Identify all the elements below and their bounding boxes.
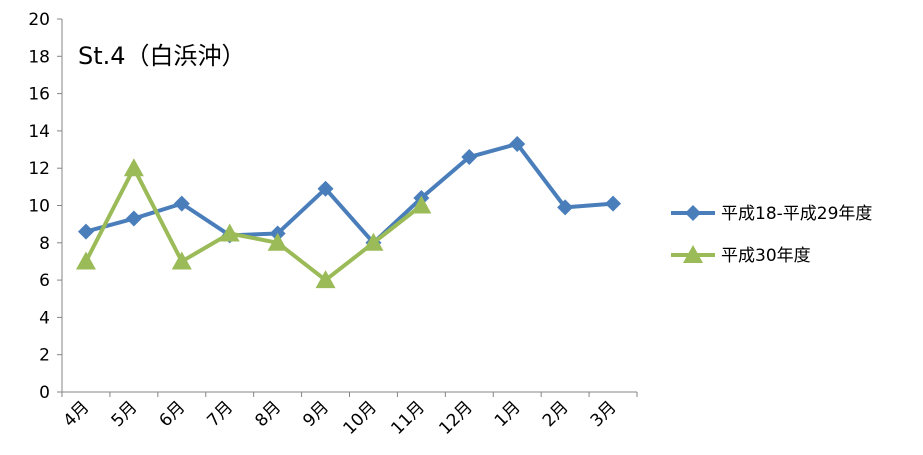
- x-tick-label: 2月: [539, 397, 573, 431]
- legend-label: 平成18-平成29年度: [721, 204, 872, 224]
- x-tick-label: 7月: [203, 397, 237, 431]
- data-point-triangle: [75, 251, 96, 270]
- y-tick-label: 14: [28, 122, 50, 142]
- data-point-diamond: [317, 180, 334, 197]
- data-point-triangle: [171, 251, 192, 270]
- legend-item: 平成30年度: [671, 245, 811, 266]
- data-point-diamond: [605, 195, 622, 212]
- y-tick-label: 4: [39, 308, 50, 328]
- data-point-triangle: [219, 223, 240, 242]
- y-tick-label: 2: [39, 346, 50, 366]
- x-tick-label: 12月: [435, 397, 476, 438]
- data-point-diamond: [125, 210, 142, 227]
- data-point-triangle: [267, 232, 288, 251]
- x-tick-label: 3月: [587, 397, 621, 431]
- y-tick-label: 12: [28, 159, 50, 179]
- data-point-triangle: [363, 232, 384, 251]
- data-point-triangle: [123, 158, 144, 177]
- x-tick-label: 8月: [251, 397, 285, 431]
- x-tick-label: 11月: [387, 397, 428, 438]
- data-point-diamond: [685, 205, 701, 221]
- data-point-diamond: [173, 195, 190, 212]
- y-tick-label: 20: [28, 10, 50, 30]
- series-1: [77, 135, 622, 251]
- y-tick-label: 6: [39, 271, 50, 291]
- x-tick-label: 4月: [60, 397, 94, 431]
- data-point-triangle: [315, 270, 336, 289]
- data-point-triangle: [411, 195, 432, 214]
- legend-label: 平成30年度: [721, 246, 811, 266]
- data-point-diamond: [77, 223, 94, 240]
- legend-item: 平成18-平成29年度: [671, 204, 872, 224]
- x-tick-label: 10月: [340, 397, 381, 438]
- series-2: [75, 158, 432, 289]
- x-tick-label: 5月: [108, 397, 142, 431]
- y-axis-ticks: 0 2 4 6 8 10 12 14 16 18 20: [28, 10, 62, 403]
- x-axis-ticks: 4月 5月 6月 7月 8月 9月 10月 11月 12月 1月 2月 3月: [60, 392, 638, 439]
- series-layer: [75, 135, 622, 289]
- axes: [61, 19, 637, 393]
- y-tick-label: 10: [28, 197, 50, 217]
- data-point-diamond: [557, 199, 574, 216]
- chart-title: St.4（白浜沖）: [78, 42, 246, 70]
- y-tick-label: 18: [28, 47, 50, 67]
- y-tick-label: 0: [39, 383, 50, 403]
- data-point-diamond: [509, 135, 526, 152]
- x-tick-label: 1月: [491, 397, 525, 431]
- data-point-triangle: [683, 245, 703, 263]
- series-line: [85, 141, 614, 245]
- x-tick-label: 6月: [156, 397, 190, 431]
- y-tick-label: 16: [28, 85, 50, 105]
- y-tick-label: 8: [39, 234, 50, 254]
- x-tick-label: 9月: [299, 397, 333, 431]
- data-point-diamond: [461, 149, 478, 166]
